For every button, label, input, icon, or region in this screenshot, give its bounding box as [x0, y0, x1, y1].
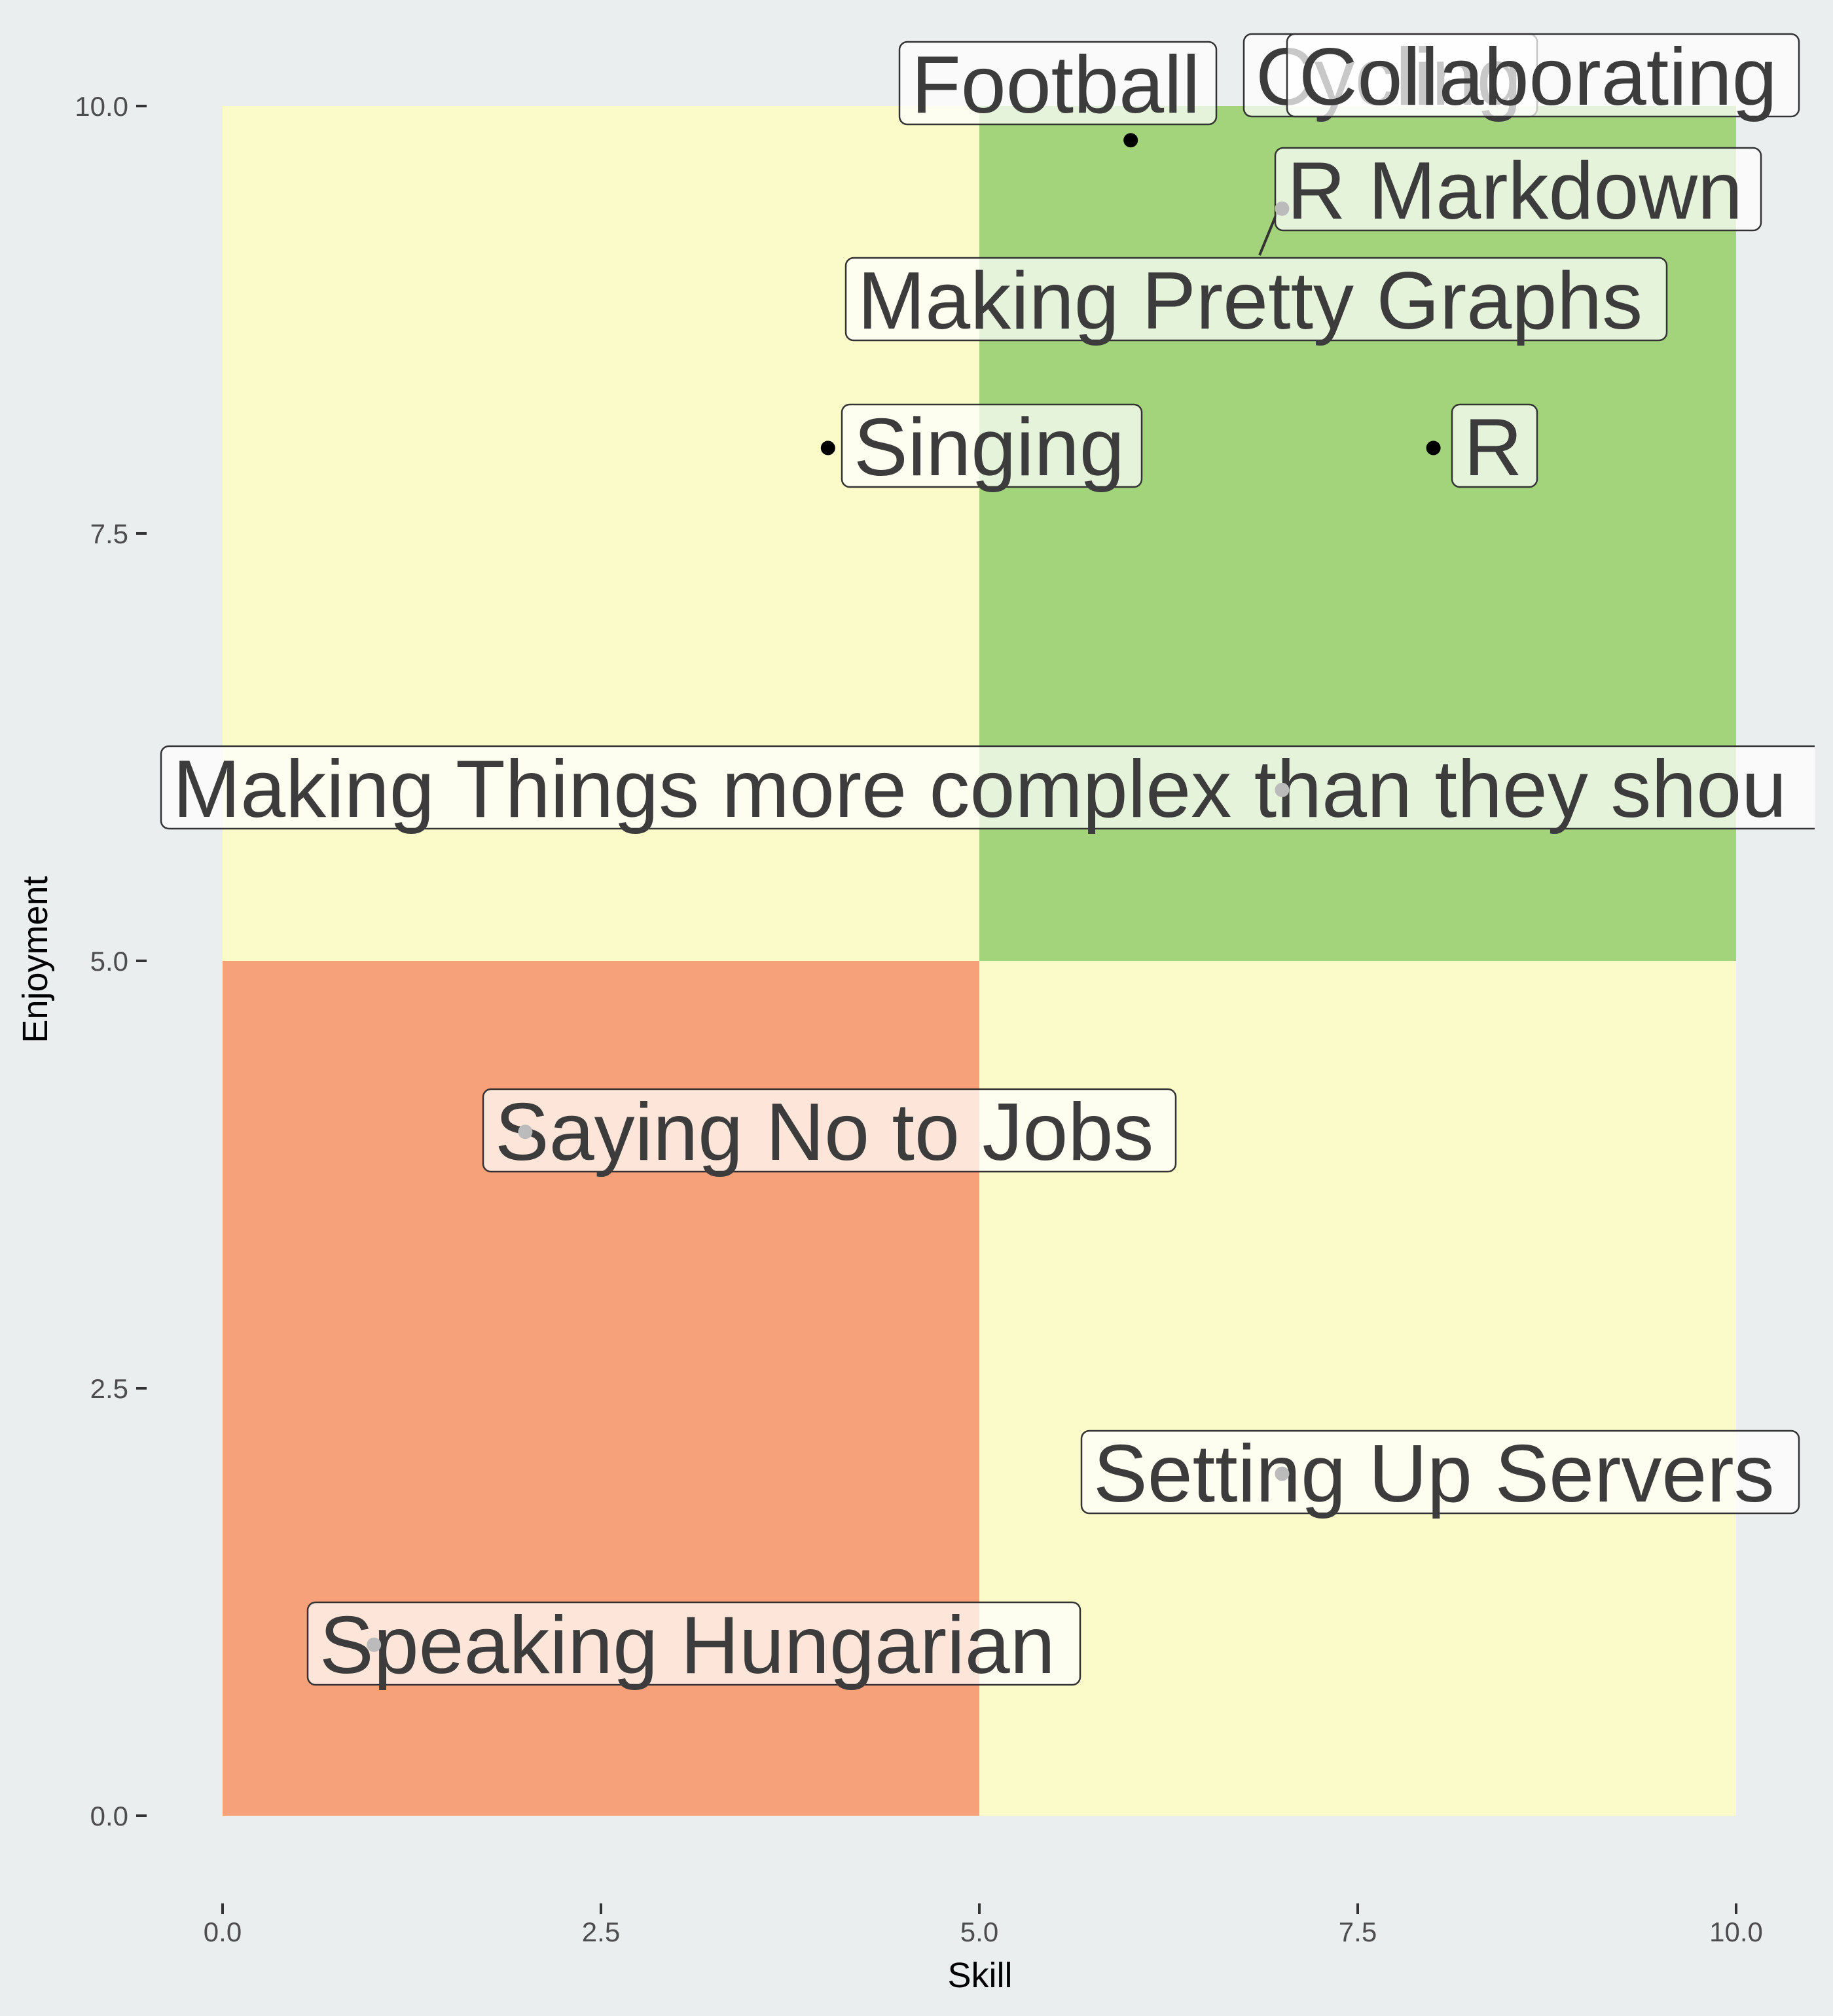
point-label-box: [844, 257, 1668, 342]
point-label: Speaking Hungarian: [319, 1600, 1055, 1691]
point-label: Making Things more complex than they sho…: [173, 744, 1787, 835]
point-label: Setting Up Servers: [1093, 1429, 1775, 1519]
point-label-group: R Markdown: [1274, 146, 1762, 236]
data-point: [1275, 1466, 1290, 1481]
data-point: [518, 1125, 533, 1140]
x-axis: 0.0 2.5 5.0 7.5 10.0: [204, 1903, 1763, 1947]
point-label-box: [1286, 33, 1800, 118]
point-label-box: [841, 403, 1143, 488]
point-label-box: [306, 1601, 1081, 1686]
point-label-group: Football: [898, 40, 1218, 130]
data-point: [367, 1637, 382, 1652]
data-point: [1275, 201, 1290, 216]
point-label-box: [898, 41, 1218, 126]
point-label: Collaborating: [1299, 32, 1777, 122]
data-points: [367, 133, 1441, 1652]
x-tick-label: 5.0: [960, 1917, 998, 1947]
y-tick-label: 7.5: [90, 518, 128, 549]
x-tick-label: 0.0: [204, 1917, 242, 1947]
point-label-box: [1451, 403, 1538, 488]
point-label-box: [1274, 147, 1762, 232]
point-label-group: Collaborating: [1286, 32, 1800, 122]
y-tick-label: 10.0: [75, 91, 128, 122]
point-label-group: Making Things more complex than they sho…: [160, 744, 1815, 835]
y-tick-label: 2.5: [90, 1373, 128, 1404]
point-label-group: R: [1451, 403, 1538, 493]
point-label-box: [160, 745, 1815, 830]
point-label: R: [1464, 403, 1523, 493]
point-label: R Markdown: [1287, 146, 1743, 236]
point-label-group: Singing: [841, 403, 1143, 493]
point-label-group: Saying No to Jobs: [482, 1087, 1177, 1178]
y-axis: 0.0 2.5 5.0 7.5 10.0: [75, 91, 147, 1831]
data-point: [1123, 133, 1138, 148]
y-tick-label: 5.0: [90, 946, 128, 977]
quadrant-backgrounds: [223, 106, 1736, 1816]
x-axis-title: Skill: [947, 1956, 1012, 1995]
data-point: [820, 441, 835, 456]
point-labels: FootballCyclingCollaboratingR MarkdownMa…: [160, 32, 1815, 1691]
point-label: Saying No to Jobs: [495, 1087, 1153, 1178]
point-label-group: Setting Up Servers: [1080, 1429, 1800, 1519]
data-point: [1426, 441, 1441, 456]
point-label: Football: [911, 40, 1200, 130]
point-label-box: [1080, 1430, 1800, 1515]
point-label: Singing: [854, 403, 1125, 493]
point-label-group: Speaking Hungarian: [306, 1600, 1081, 1691]
y-tick-label: 0.0: [90, 1801, 128, 1831]
y-axis-title: Enjoyment: [16, 876, 55, 1043]
point-label: Making Pretty Graphs: [858, 256, 1642, 346]
point-label-box: [482, 1088, 1177, 1173]
x-tick-label: 10.0: [1709, 1917, 1763, 1947]
x-tick-label: 2.5: [582, 1917, 620, 1947]
point-label-group: Making Pretty Graphs: [844, 256, 1668, 346]
data-point: [1275, 782, 1290, 797]
x-tick-label: 7.5: [1339, 1917, 1377, 1947]
